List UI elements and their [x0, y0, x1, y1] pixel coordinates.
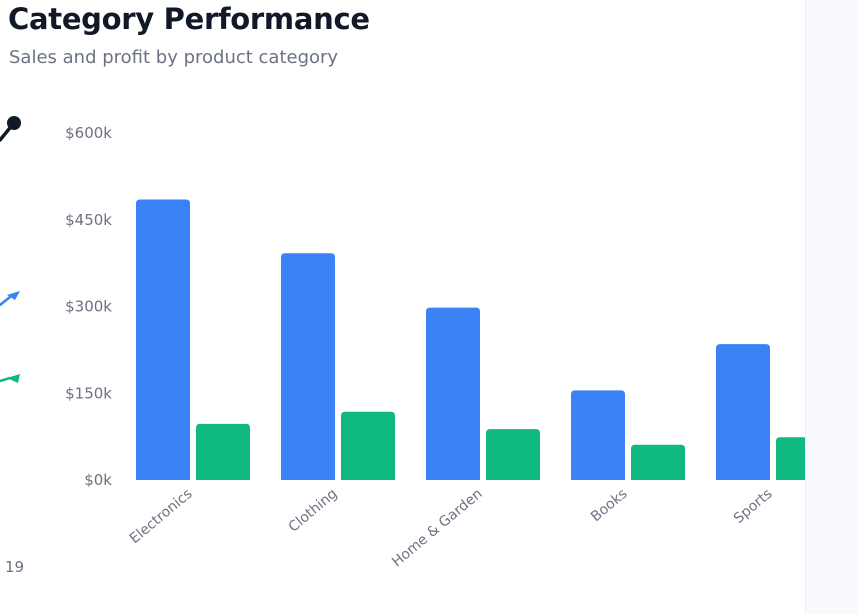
- blue-marker-icon: [7, 291, 20, 300]
- y-tick-label: $0k: [84, 471, 112, 489]
- bar-sales[interactable]: [136, 199, 190, 480]
- bar-profit[interactable]: [776, 437, 805, 480]
- bar-profit[interactable]: [196, 423, 250, 480]
- bar-sales[interactable]: [716, 344, 770, 480]
- bar-chart: $0k $150k $300k $450k $600k Electronics Cloth…: [0, 116, 805, 571]
- dark-marker-stem: [0, 121, 16, 142]
- x-axis: Electronics Clothing Home & Garden Books Spo…: [127, 486, 776, 571]
- bars: [136, 199, 805, 480]
- y-tick-label: $150k: [65, 384, 112, 402]
- x-tick-label: Electronics: [127, 486, 196, 547]
- bar-profit[interactable]: [631, 444, 685, 480]
- blue-marker-stem: [0, 295, 12, 307]
- left-edge-markers: [0, 116, 21, 383]
- x-tick-label: Clothing: [286, 486, 341, 536]
- bar-sales[interactable]: [571, 390, 625, 480]
- chart-title: Category Performance: [8, 2, 370, 36]
- bar-profit[interactable]: [341, 411, 395, 480]
- bar-profit[interactable]: [486, 429, 540, 480]
- bar-sales[interactable]: [281, 253, 335, 480]
- green-marker-stem: [0, 376, 12, 383]
- x-tick-label: Sports: [731, 486, 776, 527]
- y-axis: $0k $150k $300k $450k $600k: [65, 124, 112, 489]
- partial-value-text: 19: [5, 558, 25, 576]
- y-tick-label: $600k: [65, 124, 112, 142]
- chart-card: Category Performance Sales and profit by…: [0, 2, 805, 576]
- y-tick-label: $450k: [65, 211, 112, 229]
- x-tick-label: Home & Garden: [389, 486, 485, 571]
- side-panel: [805, 0, 858, 614]
- y-tick-label: $300k: [65, 298, 112, 316]
- chart-subtitle: Sales and profit by product category: [9, 47, 339, 68]
- green-marker-icon: [7, 374, 20, 383]
- bar-sales[interactable]: [426, 307, 480, 480]
- x-tick-label: Books: [588, 486, 631, 525]
